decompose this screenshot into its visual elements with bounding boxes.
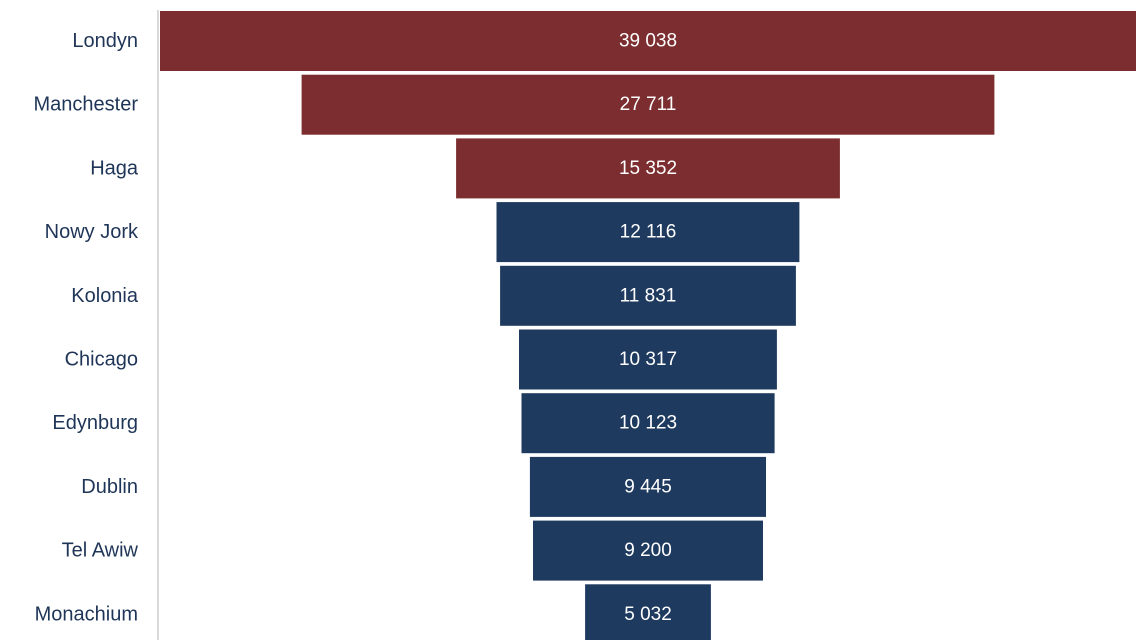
category-label: Tel Awiw: [62, 540, 139, 562]
category-label: Nowy Jork: [45, 221, 139, 243]
bar-manchester: [301, 74, 995, 135]
value-label: 15 352: [619, 158, 677, 179]
category-label: Monachium: [35, 603, 138, 625]
value-label: 9 200: [624, 540, 672, 561]
category-label: Manchester: [34, 94, 139, 116]
category-label: Haga: [90, 157, 139, 179]
value-label: 10 317: [619, 349, 677, 370]
value-label: 9 445: [624, 476, 672, 497]
category-label: Dublin: [81, 476, 138, 498]
category-label: Chicago: [65, 349, 138, 371]
value-label: 39 038: [619, 31, 677, 52]
bar-monachium: [585, 584, 711, 640]
bar-tel-awiw: [533, 520, 763, 581]
category-label: Edynburg: [52, 412, 138, 434]
value-label: 27 711: [620, 94, 677, 115]
bar-haga: [456, 138, 840, 199]
bar-kolonia: [500, 265, 796, 326]
bar-nowy-jork: [496, 202, 800, 263]
bar-chicago: [519, 329, 777, 390]
value-label: 12 116: [620, 222, 677, 243]
bar-edynburg: [521, 393, 775, 454]
bar-dublin: [529, 456, 766, 517]
value-label: 10 123: [619, 413, 677, 434]
category-labels-group: Londyn Manchester Haga Nowy Jork Kolonia Chic…: [34, 30, 139, 625]
value-label: 11 831: [620, 285, 677, 306]
bar-londyn: [160, 11, 1136, 71]
bars-group: [160, 11, 1136, 640]
value-labels-group: 39 038 27 711 15 352 12 116 11 831 10 317 10 1…: [619, 31, 677, 625]
value-label: 5 032: [624, 604, 672, 625]
category-label: Londyn: [72, 30, 138, 52]
category-label: Kolonia: [71, 285, 139, 307]
